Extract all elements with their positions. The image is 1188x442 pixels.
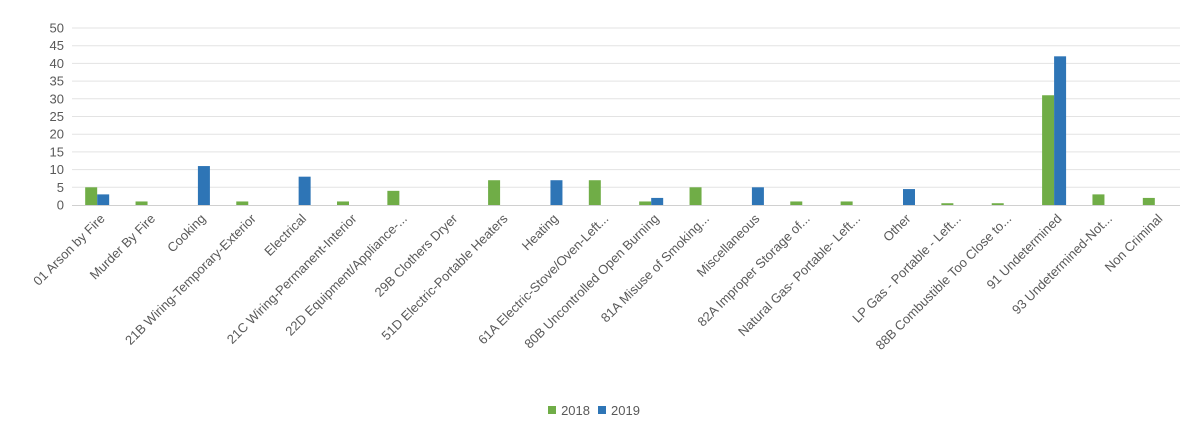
gridlines [72, 27, 1180, 188]
bar-2019 [550, 180, 563, 205]
bar-2018 [135, 201, 148, 205]
y-tick-label: 10 [50, 162, 64, 177]
bar-2018 [85, 187, 98, 205]
bar-2018 [689, 187, 702, 205]
y-tick-label: 40 [50, 56, 64, 71]
bar-2018 [840, 201, 853, 205]
x-tick-label: Other [880, 210, 914, 244]
x-tick-label: 93 Undetermined-Not... [1009, 211, 1115, 317]
bar-2019 [1054, 56, 1067, 205]
legend-item-2018: 2018 [548, 403, 590, 418]
legend-label: 2019 [611, 402, 640, 418]
y-tick-label: 30 [50, 91, 64, 106]
bar-2018 [941, 203, 954, 205]
y-tick-label: 50 [50, 21, 64, 36]
bar-2019 [751, 187, 764, 205]
bar-2018 [488, 180, 501, 205]
y-tick-label: 20 [50, 127, 64, 142]
x-tick-label: Cooking [164, 211, 208, 255]
bar-2018 [1042, 95, 1055, 205]
y-tick-label: 25 [50, 109, 64, 124]
bar-2019 [97, 194, 110, 205]
bar-2019 [298, 176, 311, 205]
y-axis-ticks: 0 5 10 15 20 25 30 35 40 45 50 [50, 21, 64, 213]
bar-2019 [197, 166, 210, 205]
y-tick-label: 0 [57, 198, 64, 213]
bar-2018 [588, 180, 601, 205]
bar-2019 [651, 197, 664, 205]
bar-2018 [1142, 197, 1155, 205]
legend-swatch [548, 406, 557, 414]
y-tick-label: 45 [50, 38, 64, 53]
legend-item-2019: 2019 [598, 403, 640, 418]
bar-2018 [387, 190, 400, 205]
bar-2018 [991, 203, 1004, 205]
legend-label: 2018 [561, 402, 590, 418]
bar-2018 [790, 201, 803, 205]
y-tick-label: 5 [57, 180, 64, 195]
x-tick-label: 29B Clothers Dryer [372, 210, 461, 299]
x-tick-label: Heating [519, 211, 561, 253]
y-tick-label: 15 [50, 144, 64, 159]
bar-2018 [1092, 194, 1105, 205]
bar-2018 [337, 201, 349, 205]
bar-2018 [639, 201, 652, 205]
legend: 2018 2019 [0, 402, 1188, 418]
y-tick-label: 35 [50, 74, 64, 89]
bars [85, 56, 1155, 205]
x-tick-label: Electrical [261, 211, 309, 259]
bar-2018 [236, 201, 249, 205]
bar-2019 [903, 189, 915, 205]
legend-swatch [598, 406, 606, 414]
